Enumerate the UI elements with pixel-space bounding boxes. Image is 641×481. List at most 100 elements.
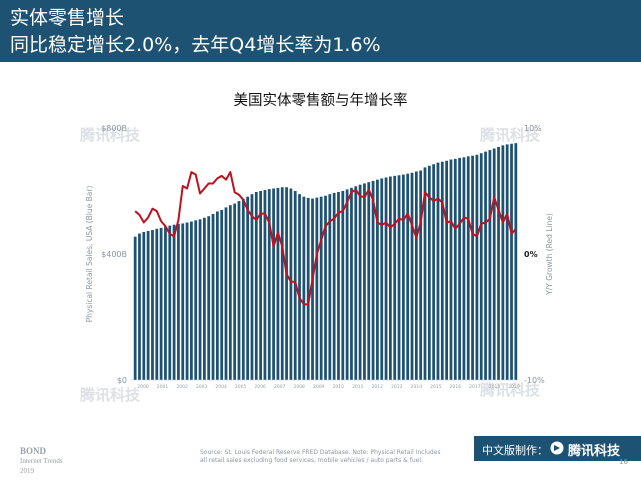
tencent-logo-icon bbox=[550, 441, 564, 455]
bar-47 bbox=[337, 191, 340, 380]
watermark-1: 腾讯科技 bbox=[479, 126, 541, 144]
bar-27 bbox=[250, 194, 254, 380]
bar-31 bbox=[267, 189, 271, 380]
x-tick-19: 2019 bbox=[508, 384, 520, 390]
source-line-1: Source: St. Louis Federal Reserve FRED D… bbox=[200, 449, 441, 456]
watermark-2: 腾讯科技 bbox=[79, 386, 141, 404]
bar-35 bbox=[285, 187, 288, 380]
bond-title: BOND bbox=[20, 446, 47, 456]
page-number: 16 bbox=[619, 458, 628, 466]
bar-82 bbox=[488, 150, 492, 380]
bar-0 bbox=[133, 236, 137, 380]
bar-69 bbox=[432, 164, 436, 380]
x-tick-17: 2017 bbox=[469, 384, 481, 390]
x-tick-16: 2016 bbox=[450, 384, 462, 390]
bar-79 bbox=[475, 154, 479, 380]
bar-56 bbox=[376, 179, 379, 380]
bar-20 bbox=[220, 209, 224, 380]
credit-brand: 腾讯科技 bbox=[568, 444, 621, 459]
bar-33 bbox=[276, 187, 280, 380]
bar-48 bbox=[341, 191, 345, 380]
bond-year: 2019 bbox=[20, 467, 34, 475]
bar-86 bbox=[505, 144, 509, 380]
bar-9 bbox=[172, 224, 176, 380]
bar-70 bbox=[436, 162, 440, 380]
y-axis-label-left: Physical Retail Sales, USA (Blue Bar) bbox=[85, 186, 94, 323]
y-tick-right-1: 0% bbox=[524, 250, 538, 259]
bar-49 bbox=[345, 189, 349, 380]
bar-34 bbox=[280, 187, 284, 380]
bar-24 bbox=[237, 201, 241, 380]
x-tick-3: 2003 bbox=[196, 384, 208, 390]
bar-87 bbox=[510, 143, 513, 380]
bar-23 bbox=[233, 203, 237, 380]
bar-74 bbox=[453, 158, 457, 380]
bar-85 bbox=[501, 145, 505, 380]
bar-32 bbox=[272, 188, 275, 380]
bar-7 bbox=[164, 226, 167, 380]
x-tick-5: 2005 bbox=[235, 384, 247, 390]
x-tick-1: 2001 bbox=[157, 384, 169, 390]
bar-10 bbox=[177, 223, 180, 380]
bar-80 bbox=[479, 153, 483, 380]
bar-1 bbox=[138, 233, 141, 380]
chart-title: 美国实体零售额与年增长率 bbox=[233, 93, 408, 109]
bar-67 bbox=[423, 167, 427, 381]
y-tick-left-2: $800B bbox=[101, 124, 127, 133]
x-tick-6: 2006 bbox=[254, 384, 266, 390]
bar-83 bbox=[492, 148, 496, 380]
bar-6 bbox=[159, 227, 163, 380]
bar-57 bbox=[380, 178, 384, 380]
x-tick-9: 2009 bbox=[313, 384, 325, 390]
bar-14 bbox=[194, 220, 198, 380]
y-tick-left-1: $400B bbox=[101, 250, 127, 259]
bar-28 bbox=[254, 191, 258, 380]
bar-30 bbox=[263, 190, 267, 380]
bar-61 bbox=[397, 175, 401, 380]
bar-59 bbox=[389, 176, 392, 380]
bar-13 bbox=[190, 221, 193, 380]
bar-8 bbox=[168, 225, 172, 380]
bar-54 bbox=[367, 182, 371, 380]
bar-40 bbox=[306, 197, 310, 380]
bar-36 bbox=[289, 188, 293, 380]
x-tick-12: 2012 bbox=[372, 384, 384, 390]
bar-26 bbox=[246, 196, 250, 380]
x-tick-11: 2011 bbox=[352, 384, 364, 390]
watermark-0: 腾讯科技 bbox=[79, 126, 141, 144]
x-tick-2: 2002 bbox=[176, 384, 188, 390]
credit-label: 中文版制作： bbox=[482, 444, 548, 457]
bar-3 bbox=[146, 231, 150, 380]
bond-subtitle: Internet Trends bbox=[20, 457, 63, 465]
x-tick-13: 2013 bbox=[391, 384, 403, 390]
bar-16 bbox=[202, 217, 206, 380]
x-tick-8: 2008 bbox=[293, 384, 305, 390]
x-tick-7: 2007 bbox=[274, 384, 286, 390]
bar-52 bbox=[358, 184, 362, 380]
bar-72 bbox=[445, 160, 449, 380]
bar-71 bbox=[440, 161, 444, 380]
x-tick-10: 2010 bbox=[333, 384, 345, 390]
bar-53 bbox=[363, 183, 366, 380]
bar-41 bbox=[311, 198, 314, 380]
growth-line bbox=[134, 171, 517, 306]
bar-15 bbox=[198, 219, 202, 380]
bar-19 bbox=[215, 211, 219, 380]
watermark-3: 腾讯科技 bbox=[479, 381, 541, 399]
bar-75 bbox=[458, 157, 461, 380]
bar-65 bbox=[414, 171, 418, 380]
bar-68 bbox=[427, 165, 431, 380]
bar-22 bbox=[228, 205, 232, 380]
y-tick-right-2: 10% bbox=[524, 124, 542, 133]
source-line-2: all retail sales excluding food services… bbox=[200, 457, 423, 464]
bar-17 bbox=[207, 216, 211, 380]
bar-55 bbox=[371, 180, 375, 380]
y-tick-right-0: -10% bbox=[524, 376, 545, 385]
bar-12 bbox=[185, 222, 189, 380]
bar-73 bbox=[449, 159, 453, 380]
bar-46 bbox=[332, 192, 336, 380]
x-tick-4: 2004 bbox=[215, 384, 227, 390]
bar-66 bbox=[419, 170, 423, 380]
